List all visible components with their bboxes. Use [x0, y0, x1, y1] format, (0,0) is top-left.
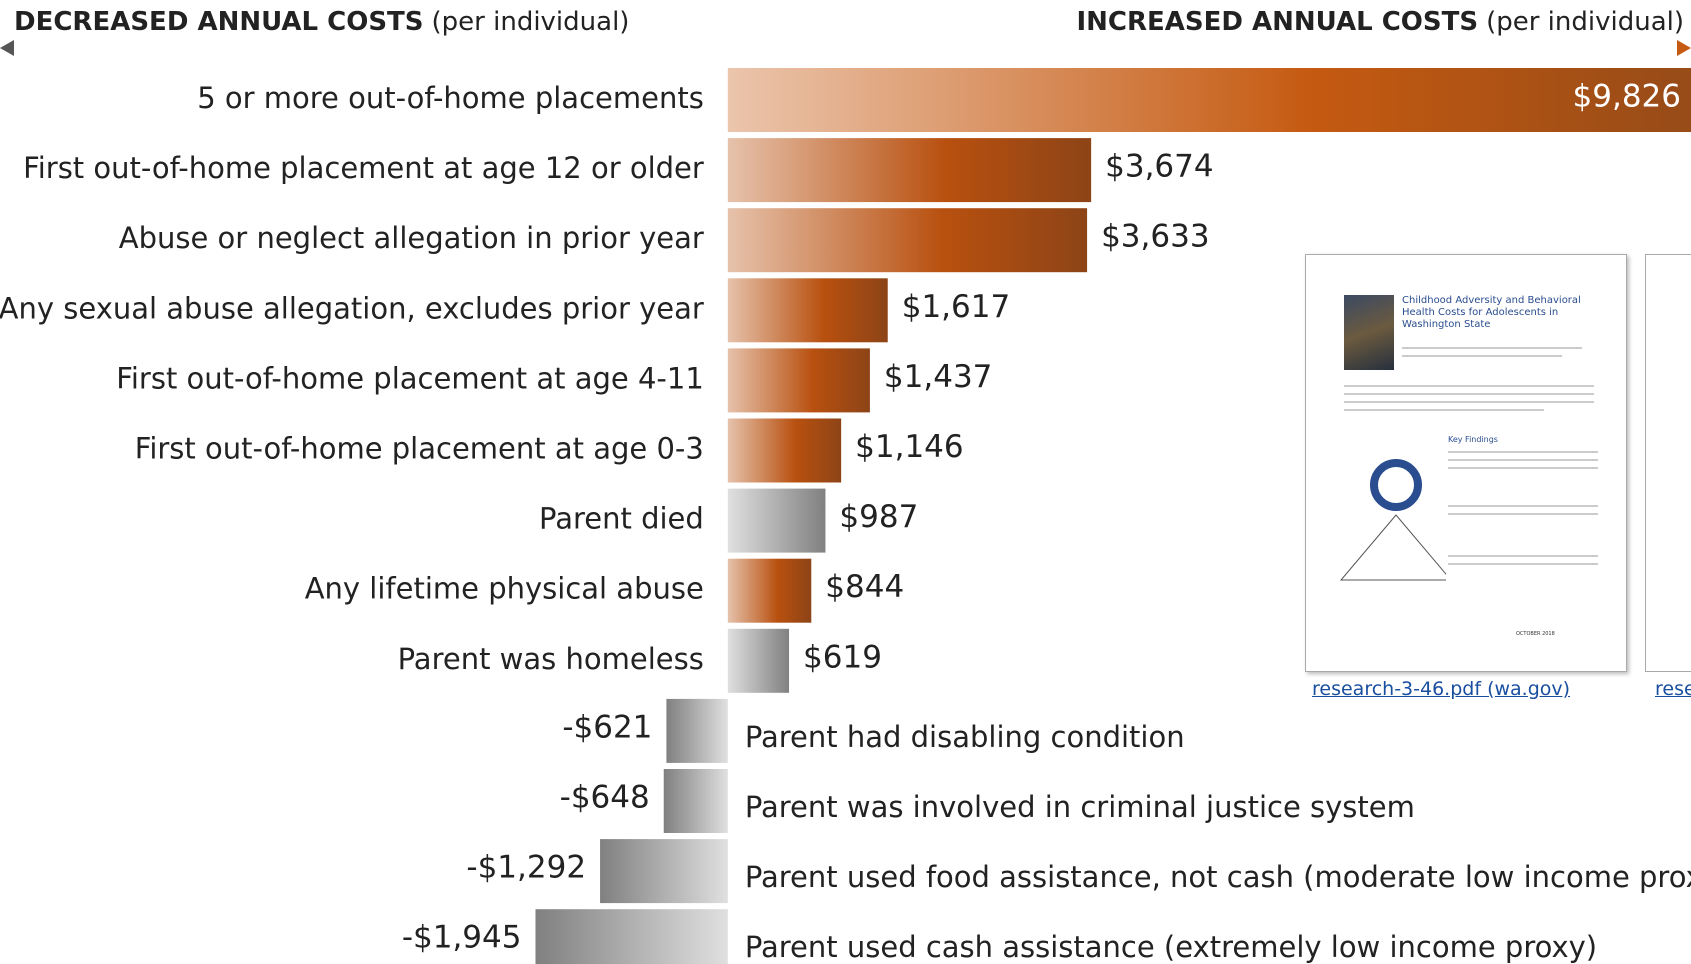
category-label: First out-of-home placement at age 12 or…: [23, 151, 704, 185]
left-header: DECREASED ANNUAL COSTS (per individual): [14, 7, 629, 37]
bar: [727, 488, 826, 553]
value-label: -$1,945: [402, 920, 522, 956]
text-line: [1448, 451, 1598, 453]
text-line: [1448, 505, 1598, 507]
value-label: -$1,292: [466, 850, 586, 886]
text-line: [1448, 467, 1598, 469]
document-date: OCTOBER 2018: [1516, 631, 1555, 637]
bar: [727, 628, 790, 693]
text-line: [1448, 513, 1598, 515]
bar: [727, 558, 812, 623]
value-label: $1,617: [902, 289, 1010, 325]
category-label: Any sexual abuse allegation, excludes pr…: [0, 291, 704, 325]
bar: [727, 208, 1088, 273]
value-label: $844: [825, 569, 904, 605]
header-bold: INCREASED ANNUAL COSTS: [1076, 7, 1478, 37]
category-label: Parent used food assistance, not cash (m…: [745, 860, 1691, 894]
text-line: [1344, 401, 1594, 403]
bar: [663, 769, 728, 833]
header-note: (per individual): [1486, 7, 1684, 37]
category-label: Parent was homeless: [398, 642, 704, 676]
text-line: [1448, 563, 1598, 565]
value-label: $3,633: [1101, 219, 1209, 255]
value-label: $987: [839, 499, 918, 535]
bar: [600, 839, 728, 904]
document-link[interactable]: rese: [1655, 678, 1691, 700]
bar: [727, 138, 1092, 203]
right-header: INCREASED ANNUAL COSTS (per individual): [1076, 7, 1684, 37]
header-bold: DECREASED ANNUAL COSTS: [14, 7, 424, 37]
bar: [666, 698, 728, 763]
category-label: Any lifetime physical abuse: [305, 572, 704, 606]
value-label: $1,437: [884, 359, 992, 395]
bar: [727, 418, 842, 483]
text-line: [1344, 409, 1544, 411]
arrow-head-right: [1677, 40, 1691, 56]
bar: [727, 68, 1691, 132]
figure: [1339, 459, 1446, 581]
text-line: [1344, 393, 1594, 395]
header-note: (per individual): [432, 7, 630, 37]
bar: [535, 909, 728, 964]
document-thumbnail[interactable]: [1645, 254, 1691, 672]
category-label: First out-of-home placement at age 4-11: [116, 361, 704, 395]
category-label: Parent used cash assistance (extremely l…: [745, 930, 1597, 964]
section-heading: Key Findings: [1448, 435, 1498, 444]
category-label: Abuse or neglect allegation in prior yea…: [119, 221, 704, 255]
text-line: [1448, 555, 1598, 557]
text-line: [1344, 385, 1594, 387]
cover-image: [1344, 295, 1394, 370]
value-label: $3,674: [1105, 149, 1213, 185]
category-label: Parent died: [539, 502, 704, 536]
bar: [727, 348, 870, 413]
value-label: -$621: [562, 709, 652, 745]
value-label: -$648: [560, 780, 650, 816]
document-title: Childhood Adversity and Behavioral Healt…: [1402, 295, 1581, 330]
category-label: 5 or more out-of-home placements: [197, 81, 704, 115]
text-line: [1448, 459, 1598, 461]
document-link[interactable]: research-3-46.pdf (wa.gov): [1312, 678, 1571, 700]
value-label: $1,146: [855, 429, 963, 465]
arrow-head-left: [0, 40, 14, 56]
text-line: [1402, 347, 1582, 349]
category-label: First out-of-home placement at age 0-3: [135, 432, 704, 466]
bar: [727, 278, 888, 343]
category-label: Parent had disabling condition: [745, 720, 1185, 754]
text-line: [1402, 355, 1562, 357]
document-thumbnail[interactable]: Childhood Adversity and Behavioral Healt…: [1305, 254, 1627, 672]
value-label: $619: [803, 639, 882, 675]
category-label: Parent was involved in criminal justice …: [745, 790, 1415, 824]
value-label: $9,826: [1573, 79, 1681, 115]
